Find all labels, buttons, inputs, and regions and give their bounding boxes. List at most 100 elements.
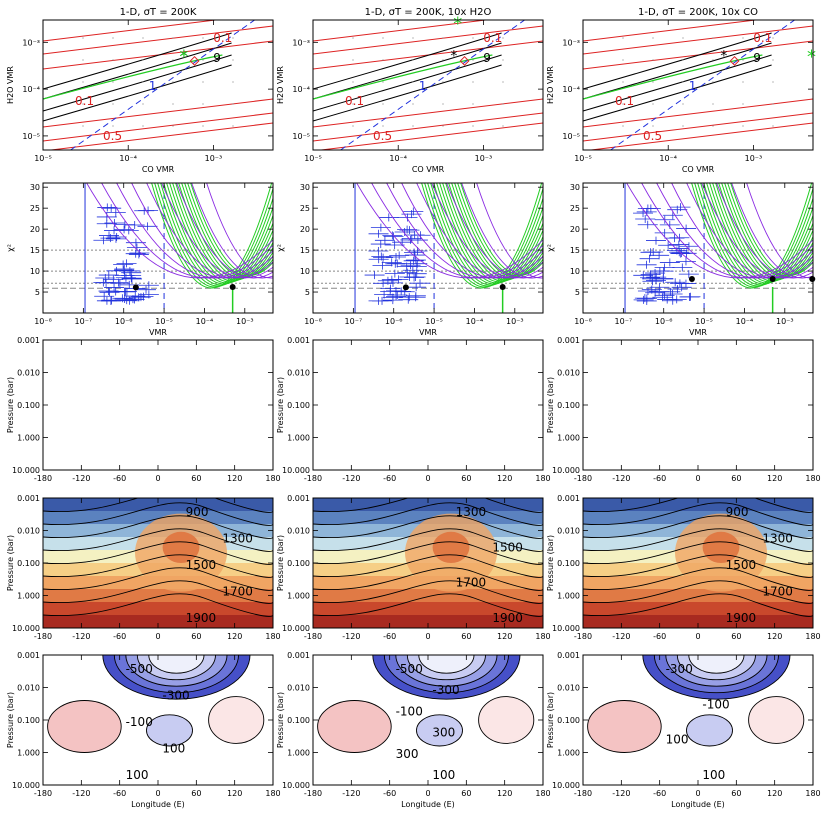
cool-anomaly [688,655,745,674]
chi2-curve-purple [626,183,813,279]
x-tick-label: 10⁻⁷ [615,317,633,326]
x-tick-label: 120 [497,789,512,798]
chi2-curve-purple [191,183,273,279]
temperature-contour [43,528,273,552]
grid-dot [472,103,474,105]
x-axis-label: VMR [419,328,437,337]
map-fill: 900 1300 1500 1700 1900 [43,498,273,628]
contour-label: 2100 [492,453,523,467]
contour-label: -100 [126,715,153,729]
temperature-contour [313,554,543,578]
x-tick-label: 0 [155,632,160,641]
hot-spot [675,356,767,434]
y-tick-label: 10⁻⁴ [292,85,310,94]
chi2-curves [43,183,273,313]
y-tick-label: 0.100 [557,401,580,410]
hot-spot-core [163,374,200,405]
y-tick-label: 10.000 [282,624,310,633]
temperature-band [313,405,543,419]
y-tick-label: 15 [570,246,580,255]
map-panel: 900 1300 1500 1700 1900 -180 -120 -60 0 60 120 180 0… [546,336,821,483]
x-tick-label: 60 [731,474,741,483]
chi2-curve-purple [476,183,543,279]
grid-dot [442,37,444,39]
y-tick-label: 10⁻⁴ [562,85,580,94]
temperature-band [43,392,273,406]
x-tick-label: 10⁻³ [475,154,493,163]
panels-layer: 0.1 9 1 0.1 0.5 * * 10⁻⁵ 10⁻⁴ 10⁻³ 10⁻⁵ 10⁻⁴ 10⁻³ CO … [6,14,821,809]
grid-dot [412,59,414,61]
y-tick-label: 20 [570,225,580,234]
temperature-contour [313,383,543,393]
y-tick-label: 0.001 [17,651,40,660]
contour-line-outer [317,122,543,150]
temperature-contour [583,502,813,526]
grid-dot [652,59,654,61]
grid-dot [442,125,444,127]
x-tick-label: 10⁻⁴ [389,154,407,163]
plot-frame [312,19,544,151]
temperature-band [43,418,273,432]
chi2-curve-green [163,183,273,285]
chi2-curve-green [697,183,813,287]
contour-line-inner [43,42,232,100]
contour-label: 1700 [222,585,253,599]
x-tick-label: -180 [34,632,52,641]
x-tick-label: 10⁻⁴ [466,317,484,326]
temperature-contour [43,515,273,539]
y-tick-label: 1.000 [287,749,310,758]
chi2-curve-green [694,183,813,288]
temperature-band [43,431,273,445]
contour-label: 900 [492,368,515,382]
temperature-contour [313,498,543,513]
contour-line-outer [43,20,220,42]
x-tick-label: 10⁻⁵ [304,154,322,163]
grid-dot [442,59,444,61]
y-axis-label: H2O VMR [276,66,285,104]
best-fit-marker: * [180,48,187,64]
grid-dot [472,81,474,83]
x-axis-label: Longitude (E) [401,800,455,809]
y-tick-label: 0.001 [557,336,580,345]
temperature-band [583,431,813,445]
chi2-curve-purple [716,183,813,279]
y-tick-label: 30 [30,183,40,192]
temperature-band [583,366,813,380]
contour-label: 100 [432,768,455,782]
contour-label: 1300 [222,532,253,546]
contour-line-outer [583,20,760,42]
contour-label: 900 [186,505,209,519]
y-tick-label: 0.001 [557,651,580,660]
x-tick-label: 180 [265,632,280,641]
grid-dot [682,37,684,39]
chi2-curve-purple [731,183,813,279]
temperature-contour [43,357,273,367]
temperature-band [43,602,273,616]
temperature-contour [583,567,813,591]
chi2-curve-purple [386,183,543,279]
grid-dot [382,103,384,105]
truth-marker [189,55,200,66]
grid-dot [112,81,114,83]
x-tick-label: 10⁻³ [236,317,254,326]
contour-group: 0.1 9 1 0.1 0.5 [583,20,813,150]
x-tick-label: -180 [34,474,52,483]
plot-frame [312,339,544,471]
contour-label: 100 [666,733,689,747]
temperature-contour [583,554,813,578]
y-tick-label: 1.000 [17,592,40,601]
contour-line-outer [43,112,273,142]
contour-line-outer [313,112,543,142]
temperature-contour [583,448,813,458]
temperature-contour [313,370,543,380]
y-tick-label: 0.100 [17,559,40,568]
grid-dot [202,59,204,61]
contour-label: 1500 [492,540,523,554]
y-tick-label: 10⁻⁵ [22,132,40,141]
contour-label: 1 [149,79,157,93]
temperature-band [313,602,543,616]
x-tick-label: 60 [191,632,201,641]
y-tick-label: 1.000 [557,592,580,601]
contour-label: 1500 [186,389,217,403]
